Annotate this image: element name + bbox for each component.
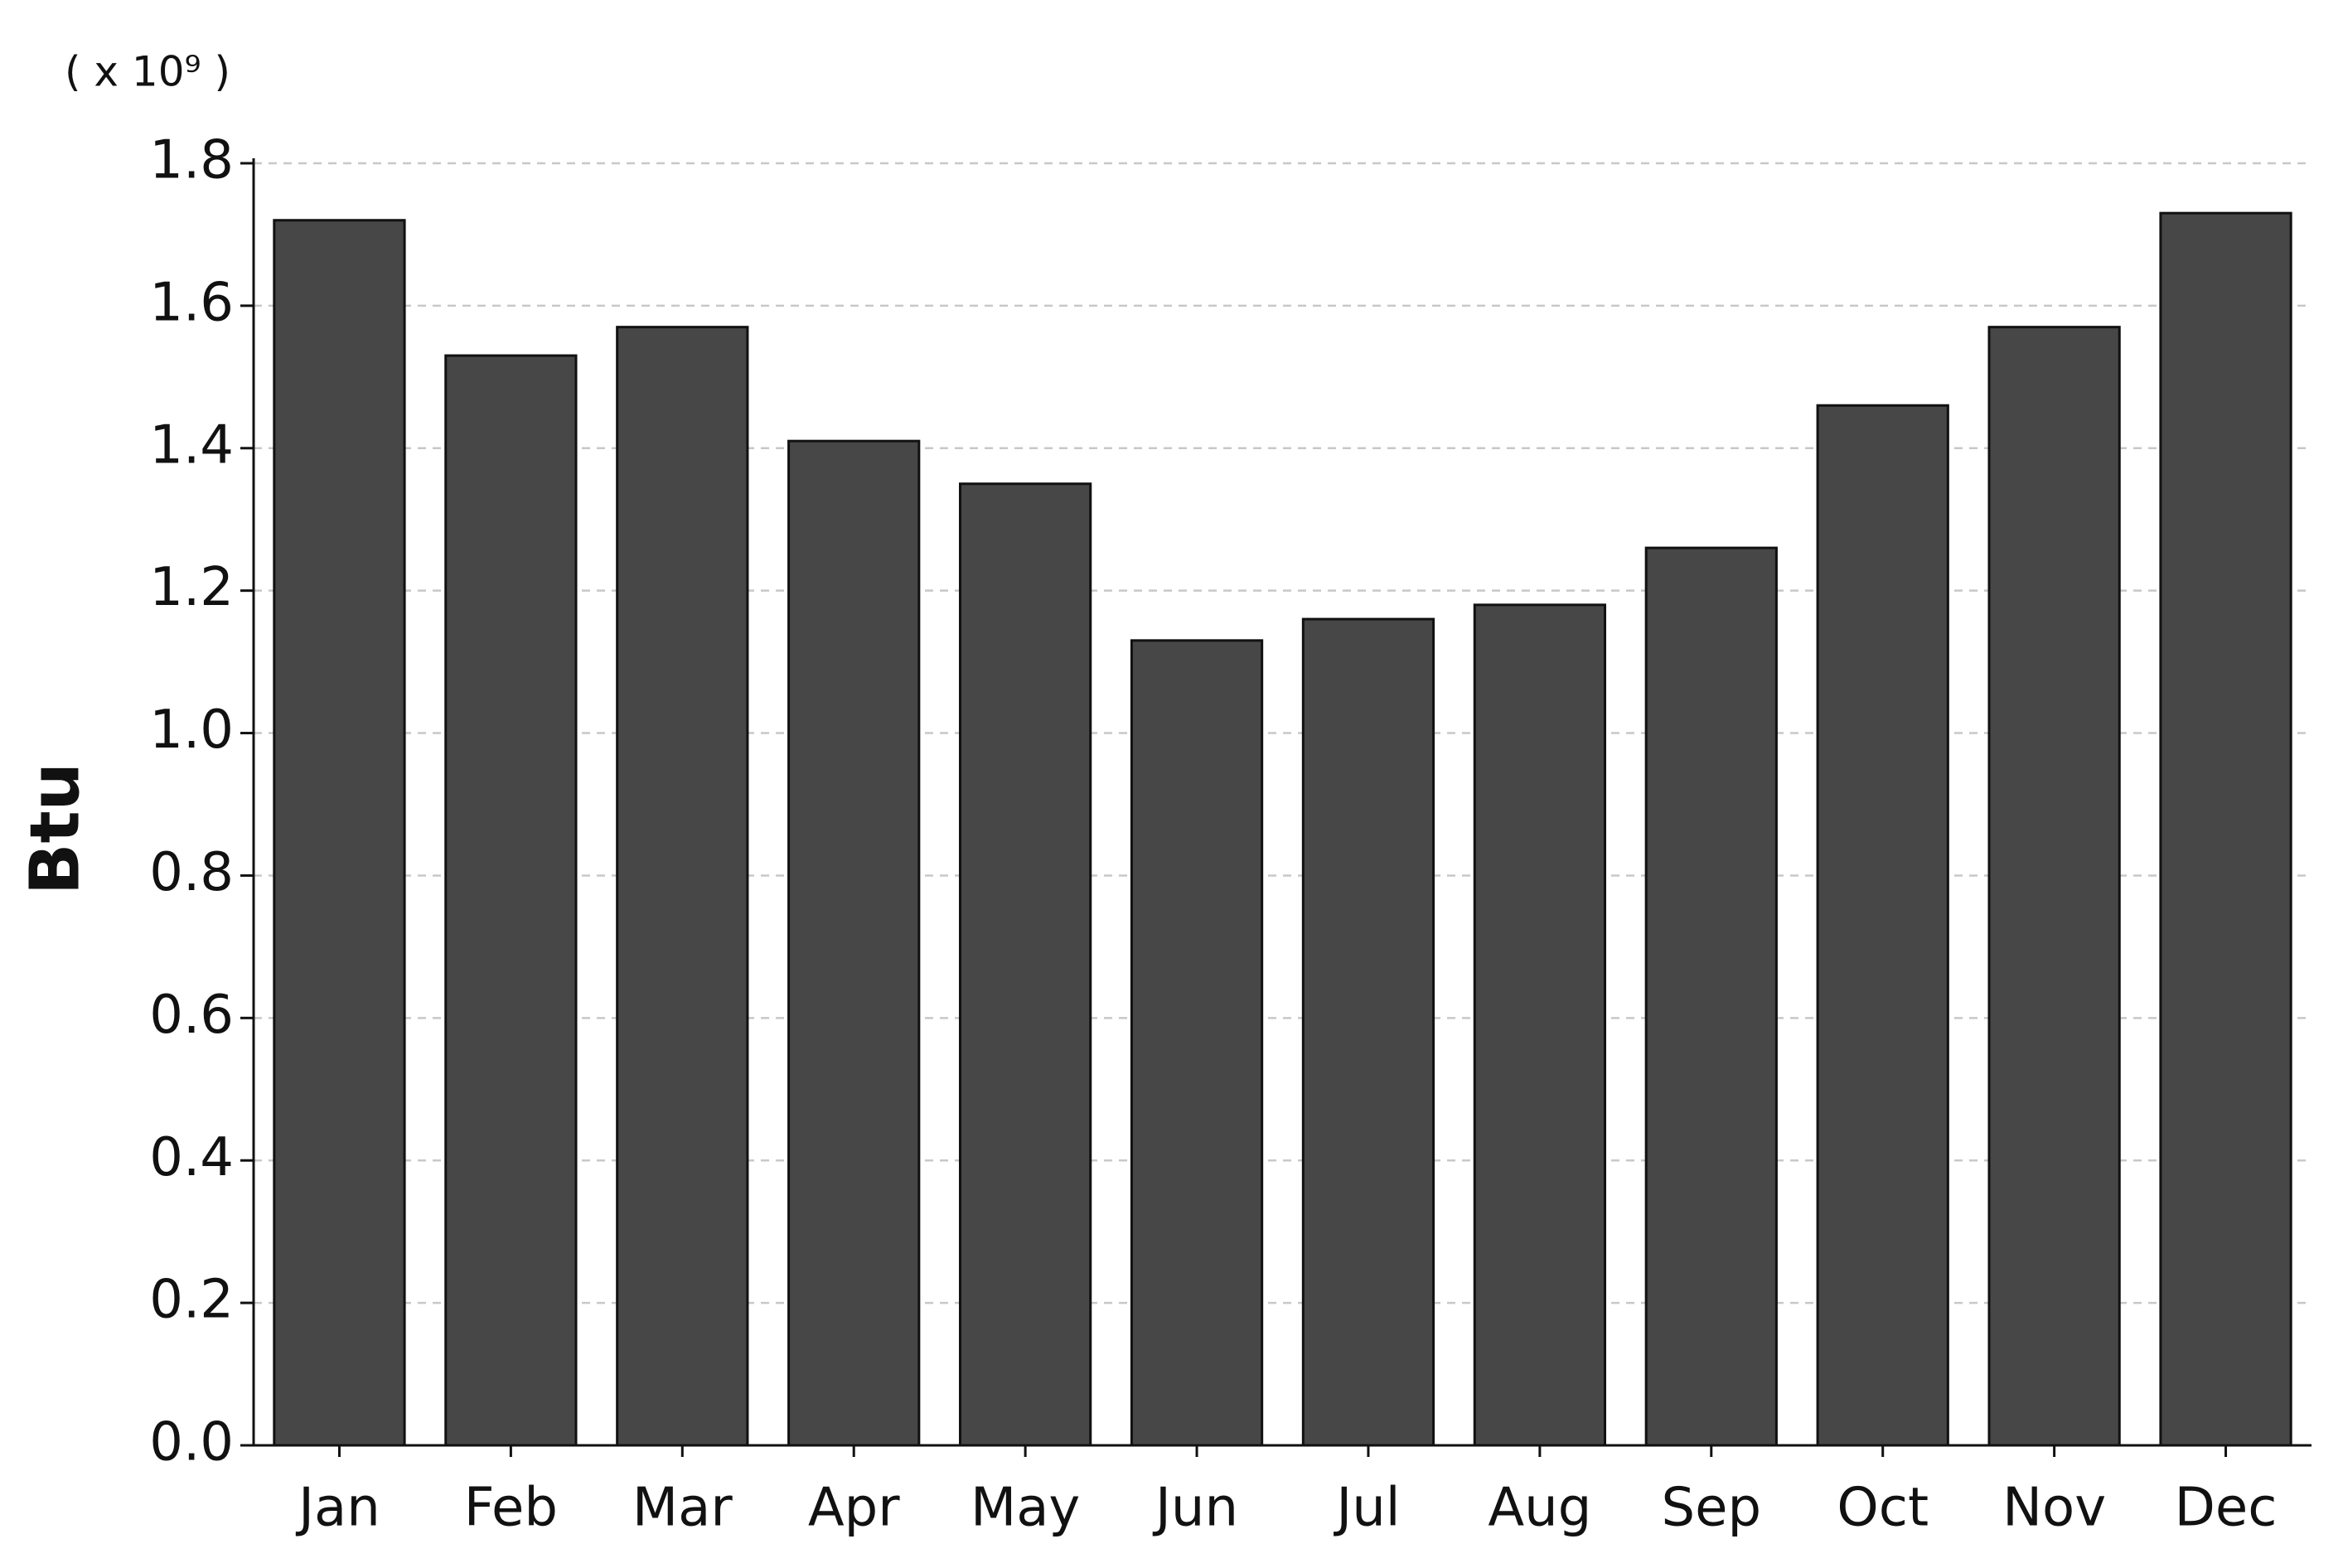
bar <box>1816 404 1949 1447</box>
bar <box>1473 603 1607 1447</box>
bar <box>958 482 1092 1447</box>
x-tick-label: Aug <box>1488 1477 1591 1538</box>
x-tick-label: Jun <box>1152 1477 1238 1538</box>
y-tick-label: 1.2 <box>149 557 234 618</box>
x-tick-label: Oct <box>1837 1477 1929 1538</box>
x-tick-label: Feb <box>464 1477 558 1538</box>
x-tick-label: May <box>971 1477 1080 1538</box>
bar <box>616 326 749 1447</box>
bar <box>1301 617 1435 1447</box>
y-tick-label: 0.2 <box>149 1270 234 1331</box>
y-tick-label: 0.0 <box>149 1412 234 1474</box>
x-tick-label: Sep <box>1661 1477 1761 1538</box>
y-tick-label: 1.4 <box>149 414 234 476</box>
bar <box>273 219 406 1447</box>
x-tick-label: Dec <box>2175 1477 2278 1538</box>
y-tick-label: 1.0 <box>149 699 234 761</box>
x-tick-label: Nov <box>2002 1477 2106 1538</box>
x-tick-label: Apr <box>808 1477 900 1538</box>
x-tick-label: Mar <box>632 1477 733 1538</box>
y-tick-label: 0.6 <box>149 985 234 1046</box>
y-axis-label: Btu <box>16 762 94 895</box>
bar <box>1130 639 1264 1447</box>
y-multiplier: ( x 10⁹ ) <box>65 48 230 96</box>
x-tick-label: Jan <box>295 1477 380 1538</box>
bar <box>787 439 921 1447</box>
bar <box>444 354 578 1447</box>
y-tick-label: 1.6 <box>149 272 234 333</box>
y-tick-label: 1.8 <box>149 130 234 191</box>
bar <box>1644 546 1778 1447</box>
x-tick-label: Jul <box>1333 1477 1400 1538</box>
y-tick-label: 0.8 <box>149 842 234 903</box>
bar <box>1987 326 2121 1447</box>
y-tick-label: 0.4 <box>149 1127 234 1188</box>
bar <box>2159 211 2292 1447</box>
